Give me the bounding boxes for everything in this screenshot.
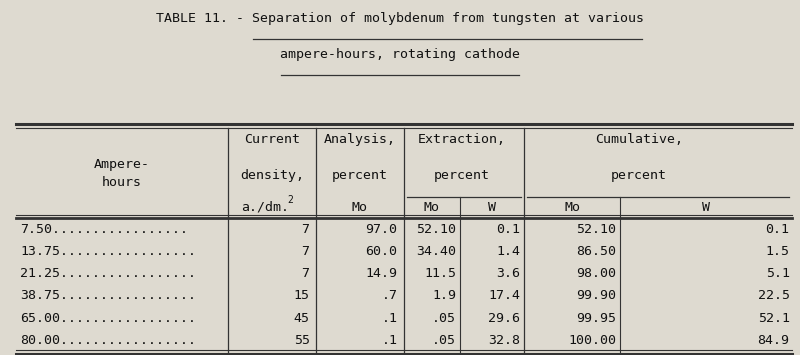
Text: 45: 45 (294, 312, 310, 325)
Text: .7: .7 (382, 289, 398, 302)
Text: 86.50: 86.50 (576, 245, 616, 258)
Text: .1: .1 (382, 334, 398, 347)
Text: 99.95: 99.95 (576, 312, 616, 325)
Text: Ampere-
hours: Ampere- hours (94, 158, 150, 190)
Text: .05: .05 (432, 334, 456, 347)
Text: 55: 55 (294, 334, 310, 347)
Text: 97.0: 97.0 (366, 223, 398, 236)
Text: 52.10: 52.10 (416, 223, 456, 236)
Text: Mo: Mo (564, 201, 580, 214)
Text: 0.1: 0.1 (496, 223, 520, 236)
Text: Mo: Mo (352, 201, 368, 214)
Text: Current: Current (244, 133, 300, 146)
Text: 1.5: 1.5 (766, 245, 790, 258)
Text: 7: 7 (302, 223, 310, 236)
Text: 32.8: 32.8 (488, 334, 520, 347)
Text: 21.25.................: 21.25................. (20, 267, 196, 280)
Text: 38.75.................: 38.75................. (20, 289, 196, 302)
Text: 65.00.................: 65.00................. (20, 312, 196, 325)
Text: TABLE 11. - Separation of molybdenum from tungsten at various: TABLE 11. - Separation of molybdenum fro… (156, 12, 644, 26)
Text: 34.40: 34.40 (416, 245, 456, 258)
Text: 80.00.................: 80.00................. (20, 334, 196, 347)
Text: 13.75.................: 13.75................. (20, 245, 196, 258)
Text: 60.0: 60.0 (366, 245, 398, 258)
Text: 100.00: 100.00 (568, 334, 616, 347)
Text: 5.1: 5.1 (766, 267, 790, 280)
Text: 98.00: 98.00 (576, 267, 616, 280)
Text: percent: percent (434, 169, 490, 182)
Text: 11.5: 11.5 (424, 267, 456, 280)
Text: 17.4: 17.4 (488, 289, 520, 302)
Text: Cumulative,: Cumulative, (595, 133, 683, 146)
Text: 14.9: 14.9 (366, 267, 398, 280)
Text: 1.4: 1.4 (496, 245, 520, 258)
Text: Analysis,: Analysis, (324, 133, 396, 146)
Text: 0.1: 0.1 (766, 223, 790, 236)
Text: 7.50.................: 7.50................. (20, 223, 188, 236)
Text: 15: 15 (294, 289, 310, 302)
Text: 2: 2 (287, 195, 294, 205)
Text: percent: percent (611, 169, 667, 182)
Text: Mo: Mo (424, 201, 440, 214)
Text: percent: percent (332, 169, 388, 182)
Text: W: W (488, 201, 496, 214)
Text: 52.10: 52.10 (576, 223, 616, 236)
Text: 84.9: 84.9 (758, 334, 790, 347)
Text: 22.5: 22.5 (758, 289, 790, 302)
Text: .1: .1 (382, 312, 398, 325)
Text: 52.1: 52.1 (758, 312, 790, 325)
Text: 7: 7 (302, 267, 310, 280)
Text: 7: 7 (302, 245, 310, 258)
Text: 99.90: 99.90 (576, 289, 616, 302)
Text: Extraction,: Extraction, (418, 133, 506, 146)
Text: .05: .05 (432, 312, 456, 325)
Text: 1.9: 1.9 (432, 289, 456, 302)
Text: ampere-hours, rotating cathode: ampere-hours, rotating cathode (280, 48, 520, 61)
Text: density,: density, (240, 169, 304, 182)
Text: 29.6: 29.6 (488, 312, 520, 325)
Text: a./dm.: a./dm. (242, 201, 290, 214)
Text: W: W (702, 201, 710, 214)
Text: 3.6: 3.6 (496, 267, 520, 280)
